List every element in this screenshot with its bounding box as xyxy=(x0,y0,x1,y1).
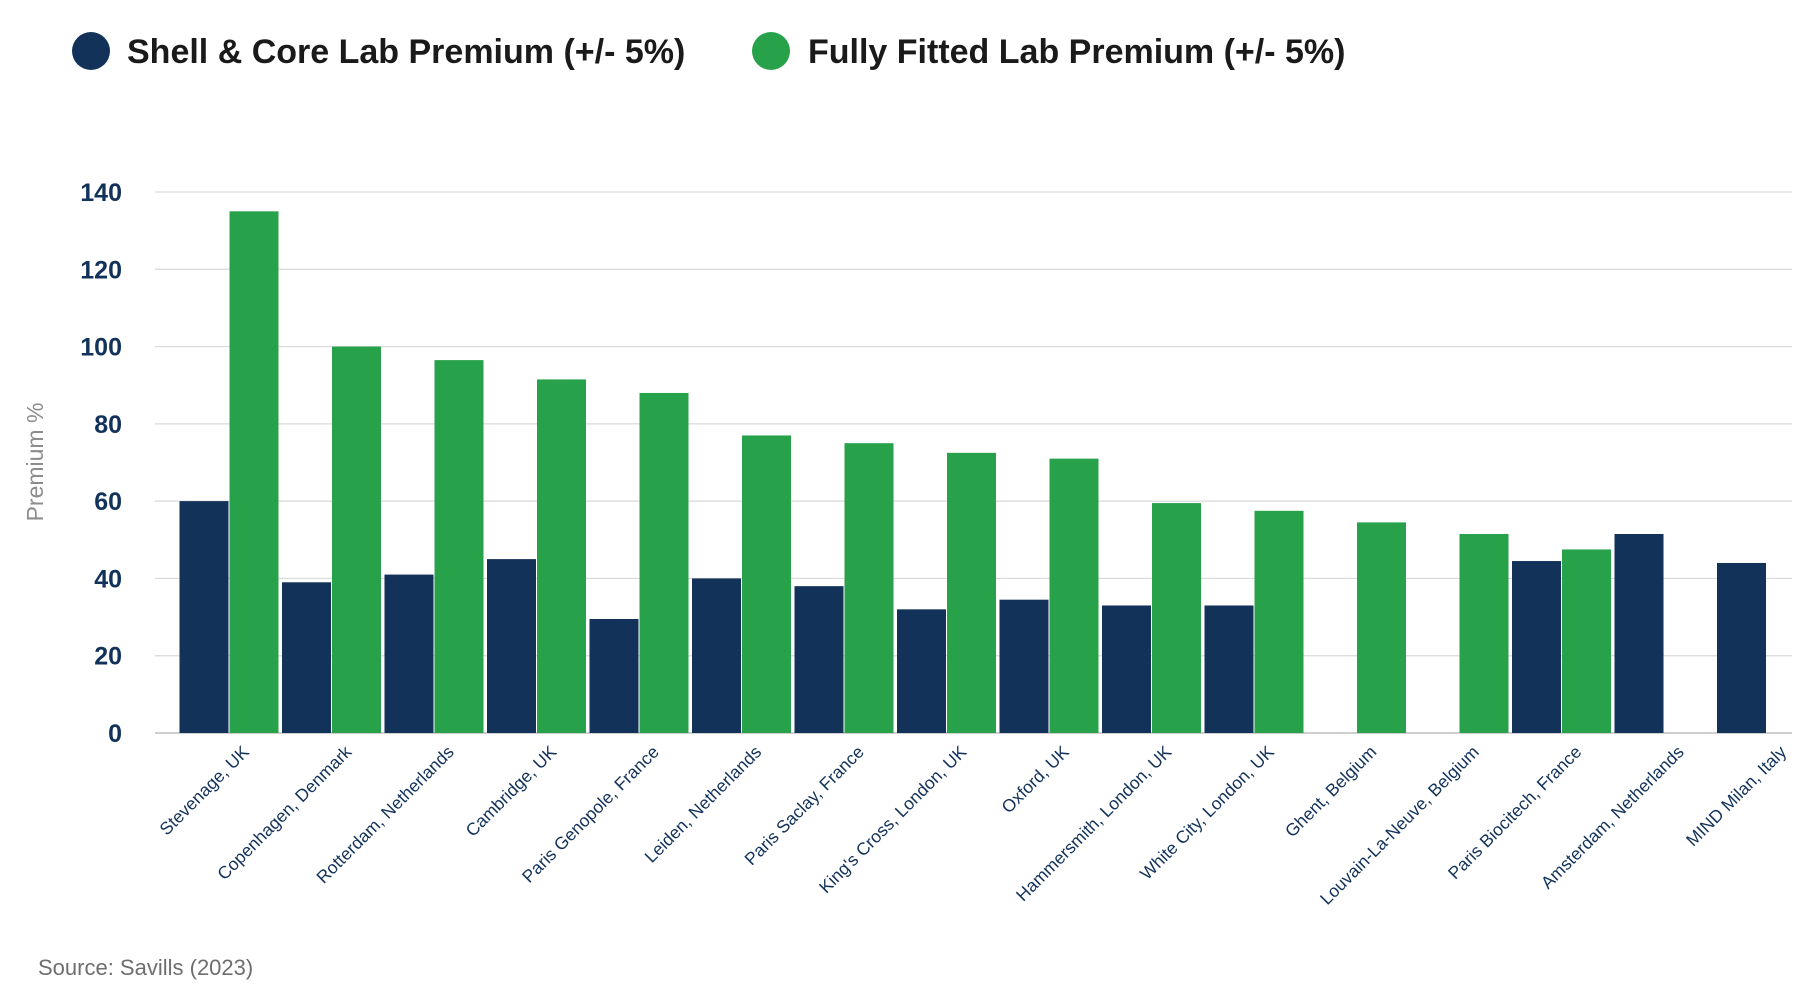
x-tick-label-8: Oxford, UK xyxy=(997,741,1073,817)
y-tick-label-40: 40 xyxy=(94,565,122,593)
bar-fully-fitted-8[interactable] xyxy=(1049,458,1099,733)
bar-fully-fitted-11[interactable] xyxy=(1357,522,1406,733)
bar-fully-fitted-9[interactable] xyxy=(1152,503,1201,733)
y-tick-label-140: 140 xyxy=(80,179,122,207)
y-tick-label-80: 80 xyxy=(94,411,122,439)
bar-shell-core-9[interactable] xyxy=(1102,605,1151,733)
bar-fully-fitted-4[interactable] xyxy=(639,392,689,733)
bar-shell-core-2[interactable] xyxy=(384,574,434,733)
bar-shell-core-13[interactable] xyxy=(1512,561,1561,733)
bars xyxy=(179,211,1766,734)
y-tick-label-20: 20 xyxy=(94,643,122,671)
x-tick-label-3: Cambridge, UK xyxy=(462,741,561,840)
bar-fully-fitted-0[interactable] xyxy=(229,211,279,734)
bar-shell-core-4[interactable] xyxy=(589,619,639,733)
bar-shell-core-1[interactable] xyxy=(282,582,331,733)
bar-shell-core-7[interactable] xyxy=(897,609,946,733)
bar-fully-fitted-1[interactable] xyxy=(332,346,381,733)
bar-fully-fitted-7[interactable] xyxy=(947,452,996,733)
y-tick-label-0: 0 xyxy=(108,720,122,748)
y-tick-label-60: 60 xyxy=(94,488,122,516)
bar-shell-core-14[interactable] xyxy=(1614,533,1664,733)
bar-fully-fitted-13[interactable] xyxy=(1562,549,1611,733)
bar-shell-core-5[interactable] xyxy=(692,578,741,733)
y-tick-label-120: 120 xyxy=(80,256,122,284)
legend-item-shell-core[interactable]: Shell & Core Lab Premium (+/- 5%) xyxy=(72,32,685,71)
legend-item-fully-fitted[interactable]: Fully Fitted Lab Premium (+/- 5%) xyxy=(752,32,1345,71)
bar-shell-core-0[interactable] xyxy=(179,501,229,733)
x-tick-label-11: Ghent, Belgium xyxy=(1281,742,1380,841)
bar-fully-fitted-12[interactable] xyxy=(1459,533,1509,733)
bar-shell-core-8[interactable] xyxy=(999,599,1049,733)
bar-shell-core-15[interactable] xyxy=(1717,562,1766,733)
bar-shell-core-3[interactable] xyxy=(487,559,536,733)
legend-label-fully-fitted: Fully Fitted Lab Premium (+/- 5%) xyxy=(808,33,1345,71)
legend: Shell & Core Lab Premium (+/- 5%) Fully … xyxy=(72,32,1345,71)
bar-shell-core-6[interactable] xyxy=(794,586,844,733)
legend-swatch-shell-core xyxy=(72,32,110,70)
x-tick-label-0: Stevenage, UK xyxy=(155,741,253,839)
bar-fully-fitted-5[interactable] xyxy=(742,435,791,733)
bar-fully-fitted-3[interactable] xyxy=(537,379,586,733)
source-note: Source: Savills (2023) xyxy=(38,955,253,980)
x-tick-label-15: MIND Milan, Italy xyxy=(1682,742,1791,851)
legend-swatch-fully-fitted xyxy=(752,32,790,70)
legend-label-shell-core: Shell & Core Lab Premium (+/- 5%) xyxy=(127,33,685,71)
y-axis-ticks: 0 20 40 60 80 100 120 140 xyxy=(80,179,122,748)
bar-fully-fitted-2[interactable] xyxy=(434,360,484,733)
bar-shell-core-10[interactable] xyxy=(1204,605,1254,733)
bar-fully-fitted-6[interactable] xyxy=(844,443,894,733)
y-axis-title: Premium % xyxy=(22,403,48,522)
bar-fully-fitted-10[interactable] xyxy=(1254,510,1304,733)
y-tick-label-100: 100 xyxy=(80,334,122,362)
